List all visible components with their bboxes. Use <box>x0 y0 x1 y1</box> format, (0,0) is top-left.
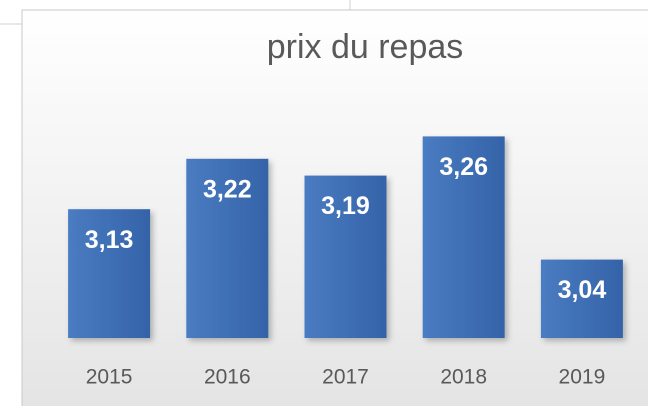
bar <box>186 158 269 338</box>
x-tick-label: 2018 <box>440 366 487 389</box>
bar <box>304 175 387 338</box>
data-label: 3,22 <box>203 175 252 203</box>
chart-title: prix du repas <box>267 28 464 66</box>
data-label: 3,19 <box>321 192 370 220</box>
x-tick-label: 2017 <box>322 366 369 389</box>
bar <box>540 259 623 338</box>
x-tick-label: 2015 <box>86 366 133 389</box>
data-label: 3,26 <box>439 153 488 181</box>
x-tick-label: 2019 <box>559 366 606 389</box>
data-label: 3,04 <box>558 276 607 304</box>
x-tick-label: 2016 <box>204 366 251 389</box>
bar <box>422 136 505 338</box>
data-label: 3,13 <box>85 226 134 254</box>
bar <box>68 209 151 338</box>
